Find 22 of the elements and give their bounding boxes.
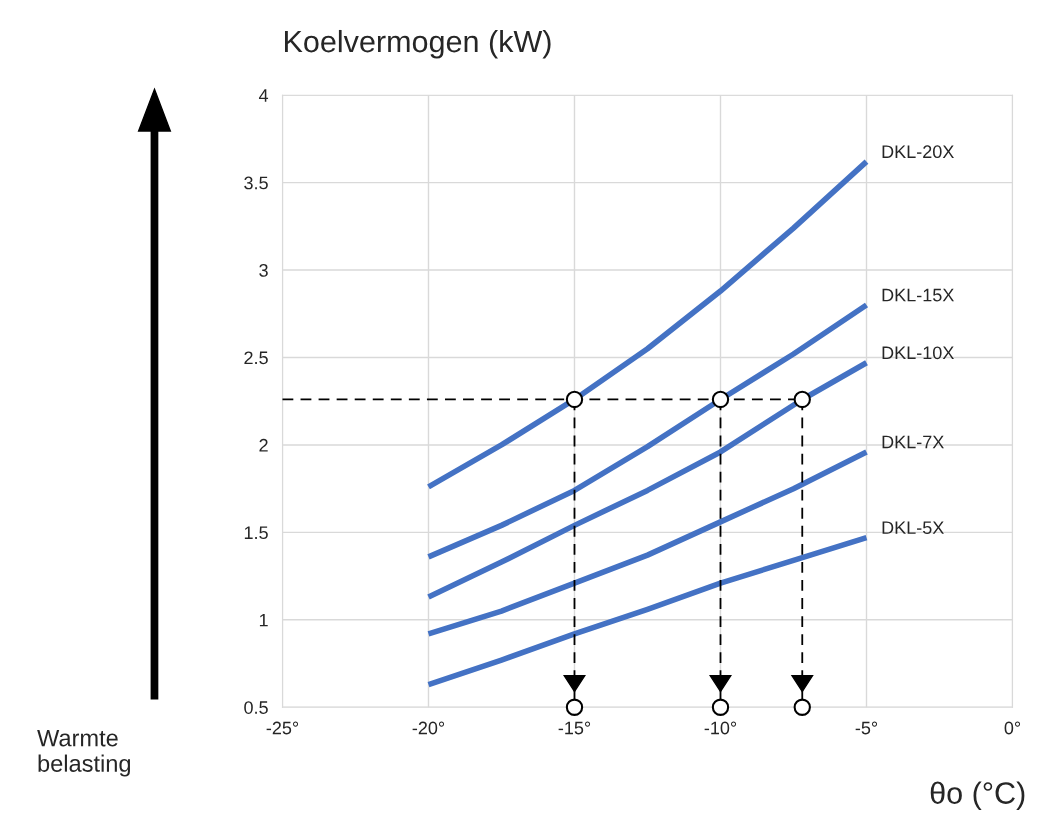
x-axis-title: θo (°C) (930, 781, 1025, 810)
x-tick-label: -25° (266, 721, 299, 735)
series-label: DKL-20X (882, 145, 954, 159)
text: Warmte belasting (37, 729, 131, 777)
y-tick-label: 3.5 (244, 176, 268, 190)
x-tick-label: -10° (704, 721, 737, 735)
y-tick-label: 2 (259, 438, 268, 452)
y-tick-label: 1.5 (244, 526, 268, 540)
y-tick-label: 1 (259, 613, 268, 627)
y-tick-label: 3 (259, 264, 268, 277)
x-tick-label: -5° (855, 721, 878, 735)
series-label: DKL-5X (882, 521, 944, 535)
y-tick-label: 2.5 (244, 351, 268, 365)
series-label: DKL-7X (882, 435, 944, 449)
y-axis-title: Koelvermogen (kW) (284, 29, 551, 59)
x-tick-label: 0° (1004, 721, 1021, 735)
series-label: DKL-10X (882, 346, 954, 360)
series-label: DKL-15X (882, 288, 954, 302)
x-tick-label: -20° (412, 721, 445, 735)
y-tick-label: 0.5 (244, 701, 268, 714)
x-tick-label: -15° (558, 721, 591, 735)
y-tick-label: 4 (258, 89, 269, 102)
